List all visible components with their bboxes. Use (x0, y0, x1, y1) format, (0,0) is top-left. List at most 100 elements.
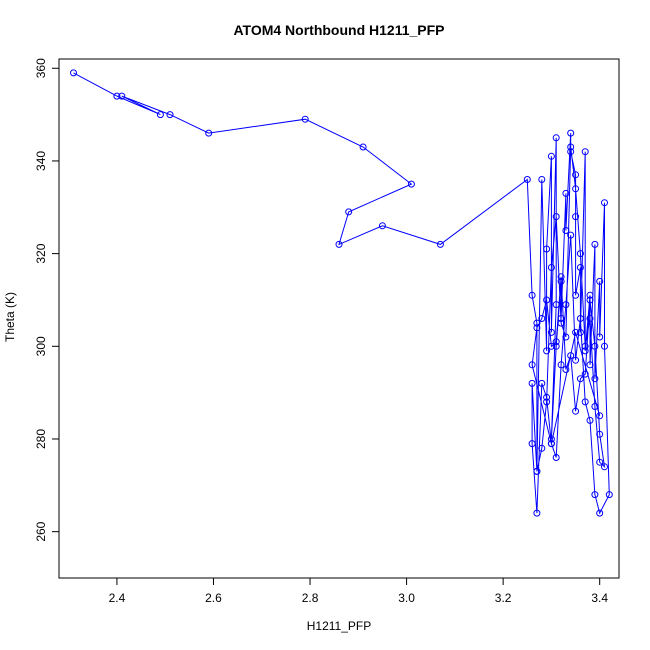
data-point (581, 347, 589, 355)
x-tick-label: 3.0 (398, 591, 415, 605)
data-point (596, 277, 604, 285)
data-point (601, 463, 608, 471)
data-point (552, 134, 560, 142)
data-point (586, 361, 594, 369)
data-point (528, 291, 536, 299)
data-point (533, 324, 541, 332)
data-point (591, 491, 599, 499)
data-point (567, 231, 575, 239)
data-point (572, 328, 580, 336)
data-point (581, 148, 589, 156)
data-point (605, 491, 613, 499)
data-point (543, 245, 551, 253)
data-point (576, 315, 584, 322)
data-point (543, 347, 551, 355)
chart-title: ATOM4 Northbound H1211_PFP (233, 22, 444, 38)
data-point (562, 189, 570, 197)
data-point (596, 458, 604, 466)
data-point (586, 416, 594, 424)
data-point (586, 296, 594, 304)
data-point (591, 375, 599, 383)
y-axis-label: Theta (K) (3, 292, 17, 342)
data-point (547, 435, 555, 443)
data-point (547, 264, 555, 271)
data-point (581, 342, 589, 350)
data-point (572, 213, 580, 221)
data-point (543, 296, 551, 304)
y-tick-label: 300 (34, 336, 48, 356)
x-tick-label: 2.4 (109, 591, 126, 605)
data-point (601, 342, 608, 350)
data-point (567, 143, 575, 151)
data-point (533, 319, 541, 327)
x-tick-label: 2.8 (302, 591, 319, 605)
data-point (118, 92, 126, 100)
data-point (572, 291, 580, 299)
data-point (552, 301, 560, 309)
data-point (596, 333, 604, 341)
data-point (547, 342, 555, 350)
series-line (73, 72, 610, 515)
data-point (528, 379, 536, 387)
data-point (601, 199, 608, 207)
data-point (552, 454, 560, 461)
data-point (572, 171, 580, 179)
data-point (572, 407, 580, 415)
data-point (205, 129, 213, 137)
data-point (562, 227, 570, 234)
data-point (528, 440, 536, 448)
data-point (581, 370, 589, 378)
data-point (552, 342, 560, 350)
data-point (538, 379, 546, 387)
data-point (562, 366, 570, 373)
x-axis: 2.4 2.6 2.8 3.0 3.2 3.4 (109, 577, 608, 605)
data-point (581, 398, 589, 406)
data-point (378, 222, 386, 230)
data-point (586, 315, 594, 322)
data-point (359, 143, 367, 151)
data-point (113, 92, 121, 100)
plot-frame (58, 58, 620, 579)
data-point (543, 398, 551, 406)
data-point (596, 412, 604, 420)
data-point (572, 356, 580, 364)
data-point (538, 176, 546, 183)
data-point (335, 240, 343, 248)
x-axis-label: H1211_PFP (307, 619, 371, 633)
x-tick-label: 3.4 (591, 591, 608, 605)
data-point (552, 338, 560, 346)
data-point (166, 111, 174, 119)
y-tick-label: 360 (34, 58, 48, 78)
data-point (562, 333, 570, 341)
data-point (538, 315, 546, 322)
data-point (436, 240, 444, 248)
data-point (596, 430, 604, 438)
data-point (547, 328, 555, 336)
data-point (562, 301, 570, 309)
data-point (557, 315, 565, 322)
y-tick-label: 340 (34, 151, 48, 171)
data-point (567, 352, 575, 360)
data-point (567, 129, 575, 137)
data-point (576, 375, 584, 383)
data-point (301, 115, 309, 123)
data-point (576, 264, 584, 271)
x-tick-label: 3.2 (495, 591, 512, 605)
data-point (533, 467, 541, 475)
x-tick-label: 2.6 (205, 591, 222, 605)
data-point (572, 185, 580, 193)
data-point (538, 444, 546, 452)
data-point (557, 273, 565, 281)
data-point (543, 393, 551, 401)
data-point (557, 319, 565, 327)
data-point (557, 361, 565, 369)
data-point (576, 328, 584, 336)
data-point (156, 111, 164, 119)
data-point (591, 403, 599, 410)
data-point (528, 361, 536, 369)
data-point (70, 69, 77, 77)
y-tick-label: 320 (34, 243, 48, 263)
data-point (586, 291, 594, 299)
data-point (557, 277, 565, 285)
